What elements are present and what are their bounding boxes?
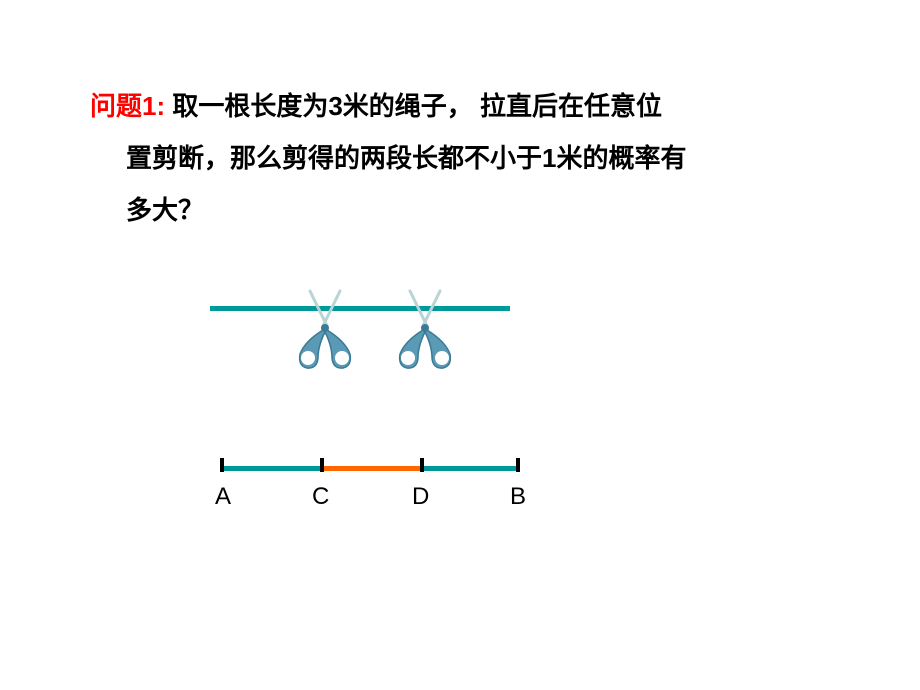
tick-b xyxy=(516,458,520,472)
tick-d xyxy=(420,458,424,472)
problem-line-3: 多大？ xyxy=(90,184,860,236)
problem-label: 问题1: xyxy=(90,91,165,121)
diagram-area: A C D B xyxy=(210,266,710,616)
number-line-labels: A C D B xyxy=(220,483,520,513)
scissors-icon xyxy=(285,286,365,376)
point-label-a: A xyxy=(215,483,231,511)
number-line-highlight xyxy=(320,466,420,471)
tick-a xyxy=(220,458,224,472)
problem-text-1a: 取一根长度为3米的绳子， xyxy=(165,91,473,121)
problem-line-1: 问题1: 取一根长度为3米的绳子， 拉直后在任意位 xyxy=(90,80,860,132)
point-label-c: C xyxy=(312,483,329,511)
problem-text-1b: 拉直后在任意位 xyxy=(480,91,662,121)
tick-c xyxy=(320,458,324,472)
point-label-b: B xyxy=(510,483,526,511)
scissors-icon xyxy=(385,286,465,376)
number-line-diagram: A C D B xyxy=(210,466,530,513)
number-line-base xyxy=(220,466,520,471)
point-label-d: D xyxy=(412,483,429,511)
problem-text-block: 问题1: 取一根长度为3米的绳子， 拉直后在任意位 置剪断，那么剪得的两段长都不… xyxy=(90,80,860,236)
problem-line-2: 置剪断，那么剪得的两段长都不小于1米的概率有 xyxy=(90,132,860,184)
slide-content: 问题1: 取一根长度为3米的绳子， 拉直后在任意位 置剪断，那么剪得的两段长都不… xyxy=(0,0,920,616)
